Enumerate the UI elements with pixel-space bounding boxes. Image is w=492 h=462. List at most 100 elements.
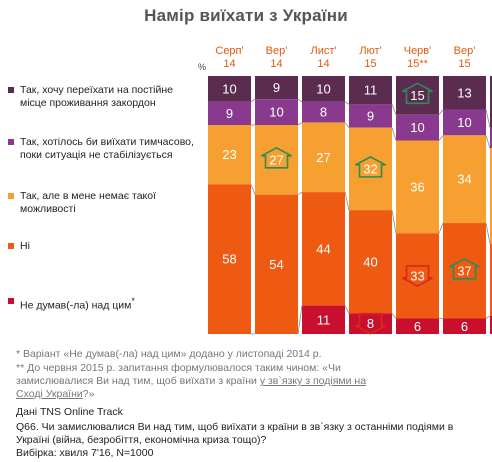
sample-info: Вибірка: хвиля 7'16, N=1000: [16, 447, 154, 459]
data-label: 36: [410, 179, 424, 194]
data-label: 10: [316, 81, 330, 96]
connector-line: [344, 122, 350, 128]
increase-arrow: [261, 146, 292, 169]
legend-label: Так, хочу переїхати на постійне місце пр…: [20, 84, 174, 109]
data-label: 9: [226, 106, 233, 121]
category-label: Лист': [310, 45, 336, 57]
decrease-arrow: [402, 265, 433, 287]
data-label: 6: [414, 319, 421, 334]
connector-line: [250, 184, 256, 195]
bar-segment: [443, 109, 486, 136]
connector-line: [485, 315, 491, 319]
bar-segment: [490, 127, 492, 149]
legend-swatch: [8, 87, 14, 93]
category-label: 15: [364, 58, 376, 70]
data-label: 27: [269, 152, 283, 167]
connector-line: [391, 127, 397, 141]
bar-segment: [255, 194, 298, 334]
footnote-2-line3: Сході України?»: [16, 388, 94, 401]
footnote-2-line2: замислювалися Ви над тим, щоб виїхати з …: [16, 375, 366, 388]
data-label: 9: [367, 108, 374, 123]
increase-arrow: [449, 257, 480, 280]
bar-segment: [396, 233, 439, 319]
legend-swatch: [8, 193, 14, 199]
category-label: Черв': [404, 45, 432, 57]
data-label: 13: [457, 85, 471, 100]
category-label: 14: [317, 58, 329, 70]
decrease-arrow: [355, 312, 386, 335]
data-label: 10: [457, 115, 471, 130]
legend-footnote-star: *: [131, 296, 135, 306]
data-label: 9: [273, 80, 280, 95]
bar-segment: [443, 223, 486, 319]
bar-segment: [443, 76, 486, 110]
bar-segment: [349, 76, 392, 105]
data-label: 23: [222, 147, 236, 162]
category-label: Вер': [454, 45, 476, 57]
connector-line: [344, 192, 350, 211]
category-label: Серп': [215, 45, 243, 57]
connector-line: [485, 109, 491, 128]
question-line2: Україні (війна, безробіття, економічна к…: [16, 434, 267, 446]
category-label: 15: [458, 58, 470, 70]
connector-line: [485, 135, 491, 149]
bar-segment: [255, 99, 298, 126]
data-label: 8: [367, 316, 374, 331]
bar-segment: [208, 101, 251, 126]
data-label: 32: [363, 161, 377, 176]
bar-segment: [349, 127, 392, 211]
bar-segment: [490, 148, 492, 244]
bar-segment: [396, 318, 439, 334]
bar-segment: [302, 192, 345, 306]
connector-line: [297, 122, 303, 126]
legend-item-not-thought: Не думав(-ла) над цим*: [8, 295, 200, 313]
chart-title: Намір виїхати з України: [144, 6, 348, 25]
legend-item-permanent: Так, хочу переїхати на постійне місце пр…: [8, 84, 200, 110]
category-label: 14: [270, 58, 282, 70]
legend-swatch: [8, 139, 14, 145]
data-label: 8: [320, 105, 327, 120]
connector-line: [344, 101, 350, 105]
question-line1: Q66. Чи замислювалися Ви над тим, щоб ви…: [16, 421, 454, 433]
data-label: 33: [410, 268, 424, 283]
footnote-2-underlined: Сході України: [16, 388, 83, 400]
data-label: 10: [269, 105, 283, 120]
footnote-2-underlined: у зв`язку з подіями на: [259, 375, 367, 387]
connector-line: [485, 222, 491, 244]
source-data: Дані TNS Online Track: [16, 406, 123, 418]
connector-line: [297, 98, 303, 103]
connector-line: [250, 98, 256, 103]
category-label: 14: [223, 58, 235, 70]
bar-segment: [443, 318, 486, 334]
legend-label: Ні: [20, 240, 30, 252]
bar-segment: [349, 210, 392, 314]
legend-label: Не думав(-ла) над цим: [20, 299, 132, 312]
bar-segment: [490, 76, 492, 128]
footnote-2-text: ?»: [82, 388, 95, 400]
data-label: 11: [364, 83, 378, 98]
connector-line: [297, 191, 303, 196]
legend-label: Так, але в мене немає такої можливості: [20, 190, 157, 215]
bar-segment: [302, 76, 345, 102]
category-label: Вер': [266, 45, 288, 57]
bar-segment: [396, 114, 439, 141]
data-label: 44: [316, 241, 330, 256]
legend-item-no: Ні: [8, 240, 200, 253]
legend-label: Так, хотілось би виїхати тимчасово, поки…: [20, 136, 194, 161]
stacked-bar-chart: Серп'141092358Вер'149102754Лист'14108274…: [208, 45, 492, 335]
data-label: 40: [363, 254, 377, 269]
connector-line: [438, 222, 444, 234]
bar-segment: [208, 184, 251, 334]
bar-segment: [490, 315, 492, 334]
data-label: 54: [269, 257, 283, 272]
bar-segment: [349, 104, 392, 128]
connector-line: [438, 135, 444, 141]
percent-sign: %: [198, 62, 207, 72]
bar-segment: [490, 243, 492, 316]
footnote-2-line1: ** До червня 2015 р. запитання формулюва…: [16, 362, 341, 374]
bar-segment: [396, 140, 439, 234]
bar-segment: [443, 135, 486, 224]
data-label: 34: [457, 172, 471, 187]
connector-line: [391, 313, 397, 319]
bar-segment: [208, 125, 251, 185]
